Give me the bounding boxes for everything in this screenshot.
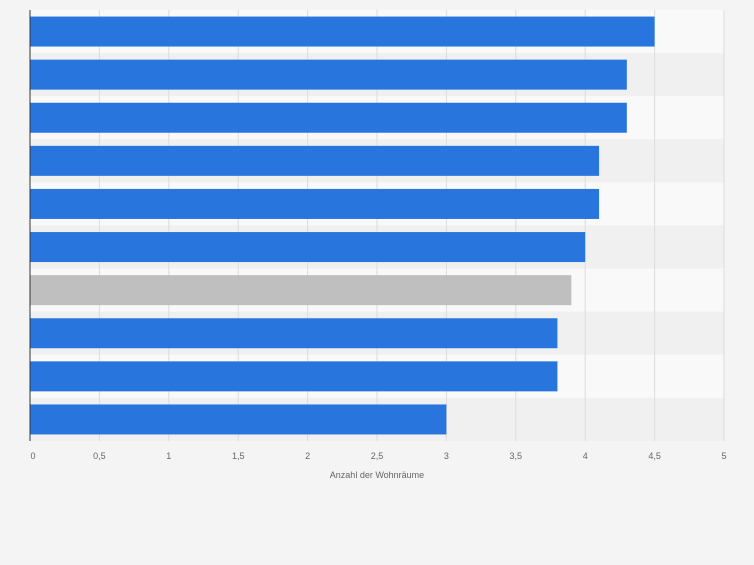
- x-tick-label: 1: [166, 451, 171, 461]
- bar: [30, 318, 558, 349]
- bar: [30, 188, 600, 219]
- bar: [30, 102, 627, 133]
- bar: [30, 361, 558, 392]
- x-tick-label: 0,5: [93, 451, 106, 461]
- x-axis-ticks: 0 0,5 1 1,5 2 2,5 3 3,5 4 4,5 5: [30, 451, 726, 461]
- bar: [30, 16, 655, 47]
- bar: [30, 404, 447, 435]
- bar: [30, 232, 586, 263]
- x-axis-title: Anzahl der Wohnräume: [330, 470, 424, 480]
- x-tick-label: 5: [721, 451, 726, 461]
- bar: [30, 145, 600, 176]
- bar: [30, 59, 627, 90]
- x-tick-label: 3: [444, 451, 449, 461]
- bars: [30, 16, 655, 435]
- x-tick-label: 4: [583, 451, 588, 461]
- x-tick-label: 0: [30, 451, 35, 461]
- x-tick-label: 2,5: [371, 451, 384, 461]
- x-tick-label: 3,5: [510, 451, 523, 461]
- x-tick-label: 4,5: [648, 451, 661, 461]
- bar: [30, 275, 572, 306]
- x-tick-label: 1,5: [232, 451, 245, 461]
- x-tick-label: 2: [305, 451, 310, 461]
